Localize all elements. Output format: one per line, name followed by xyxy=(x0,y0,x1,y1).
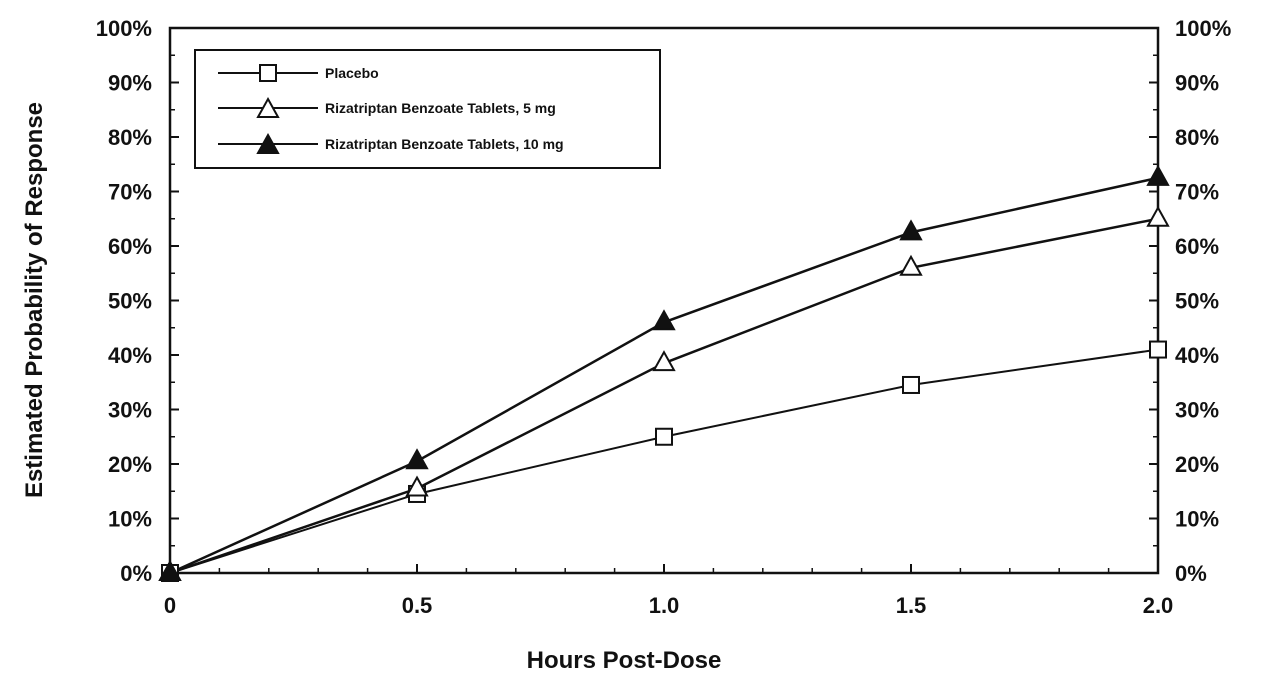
y-ticks: 0% 0% 10% 10% 20% 20% 30% 30% 40% 40% 50% 50% 60% 60%… xyxy=(96,16,1232,586)
x-tick-label: 1.0 xyxy=(649,593,680,618)
y-tick-label-left: 30% xyxy=(108,398,152,423)
y-tick-label-right: 80% xyxy=(1175,125,1219,150)
series-line-2 xyxy=(169,176,1159,575)
x-tick-label: 1.5 xyxy=(896,593,927,618)
series-layer xyxy=(158,164,1170,582)
data-point-10mg xyxy=(899,219,923,241)
y-tick-label-left: 90% xyxy=(108,71,152,96)
data-point-5mg xyxy=(405,475,429,497)
x-tick-label: 0 xyxy=(164,593,176,618)
y-tick-label-right: 100% xyxy=(1175,16,1231,41)
x-tick-label: 0.5 xyxy=(402,593,433,618)
y-tick-label-right: 30% xyxy=(1175,398,1219,423)
legend: Placebo Rizatriptan Benzoate Tablets, 5 … xyxy=(194,49,661,169)
y-tick-label-left: 80% xyxy=(108,125,152,150)
legend-marker-placebo xyxy=(259,64,277,82)
y-tick-label-left: 100% xyxy=(96,16,152,41)
y-tick-label-left: 50% xyxy=(108,289,152,314)
y-tick-label-right: 60% xyxy=(1175,234,1219,259)
legend-label-10mg: Rizatriptan Benzoate Tablets, 10 mg xyxy=(325,136,564,152)
data-point-placebo xyxy=(655,427,673,446)
y-tick-label-right: 70% xyxy=(1175,180,1219,205)
legend-label-5mg: Rizatriptan Benzoate Tablets, 5 mg xyxy=(325,100,556,116)
data-point-10mg xyxy=(652,309,676,331)
series-line-0 xyxy=(169,348,1159,574)
x-tick-label: 2.0 xyxy=(1143,593,1174,618)
y-tick-label-left: 10% xyxy=(108,507,152,532)
y-tick-label-left: 20% xyxy=(108,452,152,477)
y-axis-title: Estimated Probability of Response xyxy=(21,102,48,498)
data-point-5mg xyxy=(652,350,676,372)
y-tick-label-right: 20% xyxy=(1175,452,1219,477)
y-tick-label-right: 10% xyxy=(1175,507,1219,532)
y-tick-label-right: 50% xyxy=(1175,289,1219,314)
y-tick-label-left: 40% xyxy=(108,343,152,368)
y-tick-label-left: 60% xyxy=(108,234,152,259)
y-tick-label-left: 70% xyxy=(108,180,152,205)
y-tick-label-right: 90% xyxy=(1175,71,1219,96)
y-tick-label-right: 40% xyxy=(1175,343,1219,368)
data-point-5mg xyxy=(899,254,923,276)
data-point-10mg xyxy=(405,448,429,470)
data-point-10mg xyxy=(158,559,182,581)
x-axis-title: Hours Post-Dose xyxy=(527,647,722,674)
data-point-10mg xyxy=(1146,164,1170,186)
data-point-5mg xyxy=(1146,205,1170,227)
x-ticks: 0 0.5 1.0 1.5 2.0 xyxy=(164,564,1173,618)
legend-marker-10mg xyxy=(256,132,280,154)
y-tick-label-left: 0% xyxy=(120,561,152,586)
data-point-placebo xyxy=(902,375,920,394)
y-tick-label-right: 0% xyxy=(1175,561,1207,586)
data-point-placebo xyxy=(1149,340,1167,359)
legend-label-placebo: Placebo xyxy=(325,65,379,81)
legend-marker-5mg xyxy=(256,96,280,118)
series-line-1 xyxy=(169,217,1159,575)
